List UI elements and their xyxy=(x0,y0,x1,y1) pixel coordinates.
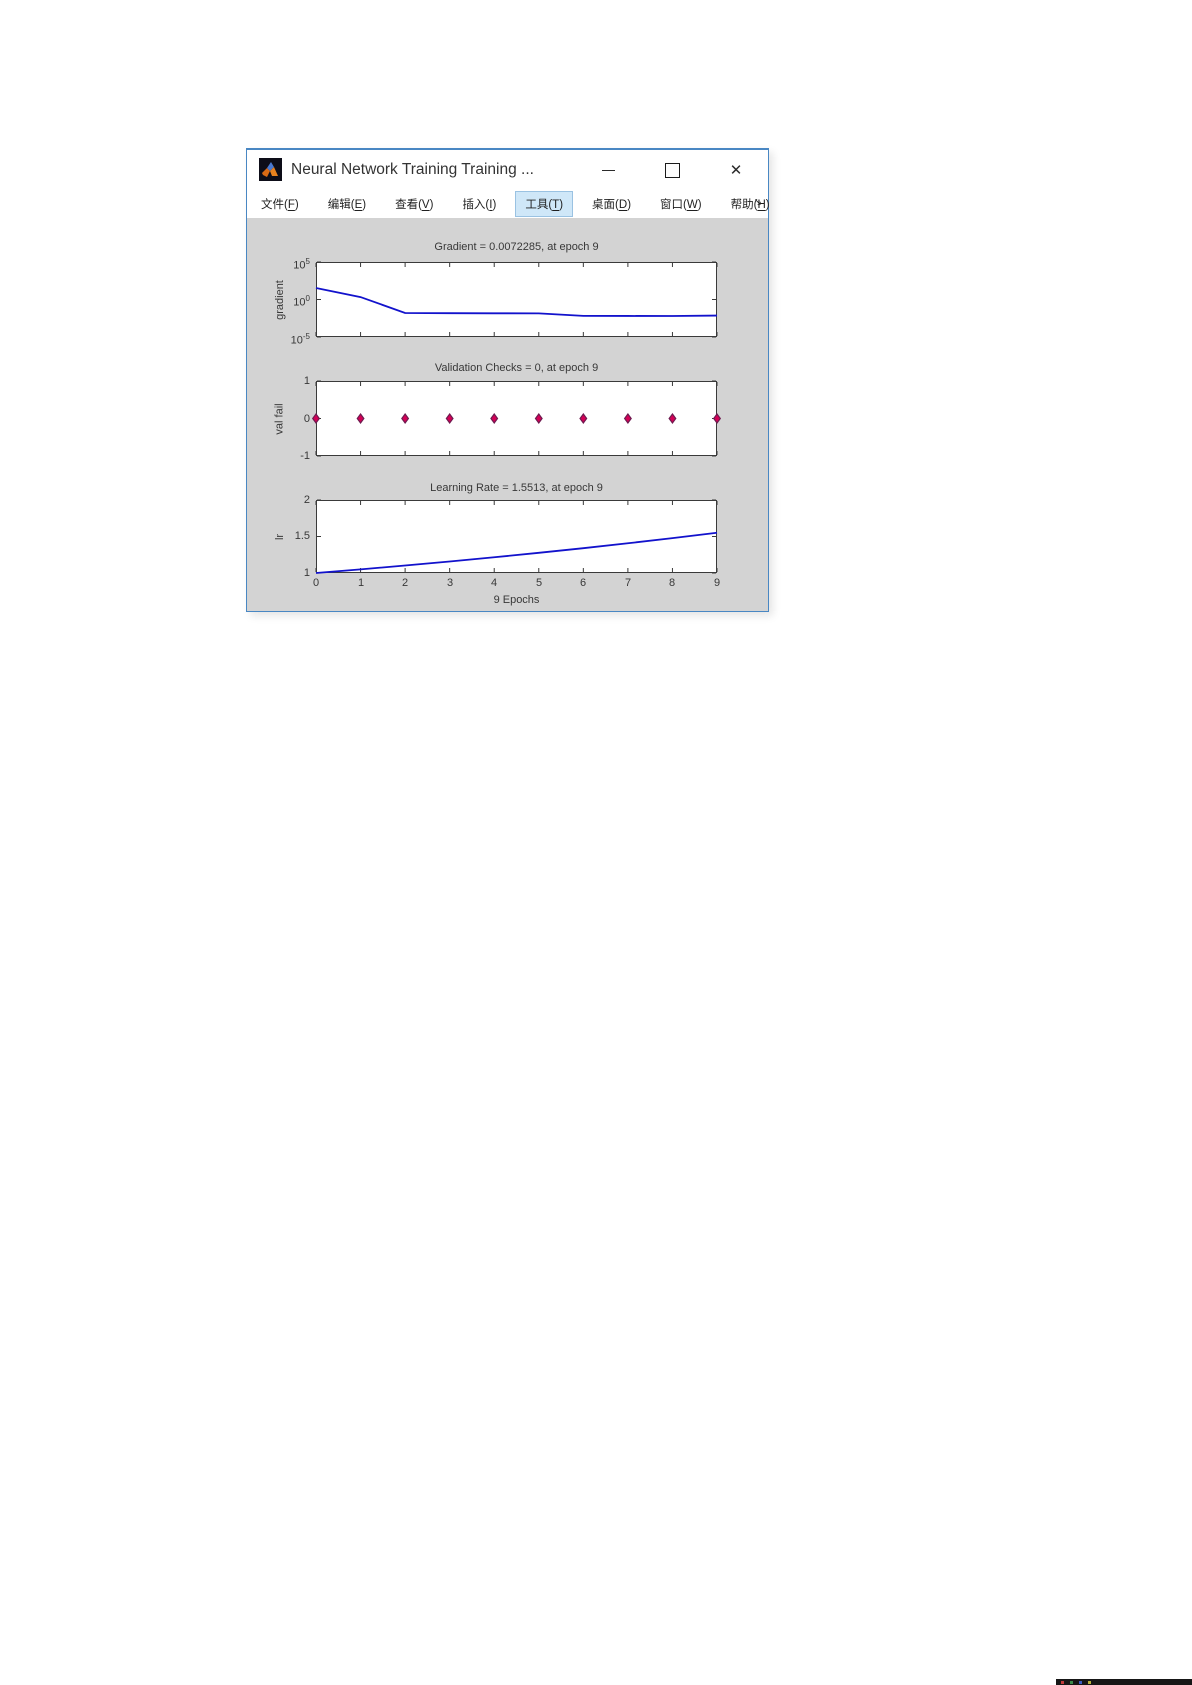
menu-item-file[interactable]: 文件(F) xyxy=(261,199,299,211)
ytick: 0 xyxy=(303,413,310,425)
nn-training-window: Neural Network Training Training ... ✕ 文… xyxy=(246,148,770,612)
lr-plot-title: Learning Rate = 1.5513, at epoch 9 xyxy=(430,482,603,494)
close-icon: ✕ xyxy=(729,161,743,179)
ytick: 1 xyxy=(303,567,310,579)
xtick: 8 xyxy=(668,577,676,589)
caption-buttons: ✕ xyxy=(576,150,768,190)
menu-item-view[interactable]: 查看(V) xyxy=(395,199,434,211)
menubar: 文件(F) 编辑(E) 查看(V) 插入(I) 工具(T) 桌面(D) 窗口(W… xyxy=(247,190,770,218)
xtick: 1 xyxy=(357,577,365,589)
menu-item-insert[interactable]: 插入(I) xyxy=(462,199,497,211)
gradient-plot-title: Gradient = 0.0072285, at epoch 9 xyxy=(434,241,599,253)
watermark-strip xyxy=(1056,1679,1192,1685)
watermark-dot xyxy=(1061,1680,1064,1684)
titlebar: Neural Network Training Training ... ✕ xyxy=(247,150,768,190)
close-button[interactable]: ✕ xyxy=(704,150,768,190)
menu-item-help[interactable]: 帮助(H) xyxy=(730,199,770,211)
x-axis-label: 9 Epochs xyxy=(493,594,540,606)
ytick: -1 xyxy=(300,450,310,462)
ytick: 100 xyxy=(293,294,310,309)
minimize-icon xyxy=(601,169,615,171)
valfail-plot xyxy=(311,380,722,457)
maximize-icon xyxy=(664,162,680,178)
xtick: 2 xyxy=(401,577,409,589)
menu-item-desktop[interactable]: 桌面(D) xyxy=(592,199,632,211)
lr-plot xyxy=(315,499,718,574)
valfail-plot-title: Validation Checks = 0, at epoch 9 xyxy=(434,362,599,374)
maximize-button[interactable] xyxy=(640,150,704,190)
matlab-logo-icon xyxy=(259,158,282,181)
ytick: 2 xyxy=(303,494,310,506)
figure-canvas: Gradient = 0.0072285, at epoch 9 gradien… xyxy=(247,218,768,611)
ytick: 1.5 xyxy=(294,530,310,542)
xtick: 0 xyxy=(312,577,320,589)
ytick: 1 xyxy=(303,375,310,387)
menu-item-tools[interactable]: 工具(T) xyxy=(515,191,574,217)
gradient-plot xyxy=(315,261,718,338)
watermark-dot xyxy=(1079,1680,1082,1684)
xtick: 6 xyxy=(579,577,587,589)
xtick: 3 xyxy=(446,577,454,589)
menu-overflow-icon[interactable]: ↘ xyxy=(753,197,762,208)
ytick: 10-5 xyxy=(290,332,310,347)
ytick: 105 xyxy=(293,257,310,272)
xtick: 7 xyxy=(624,577,632,589)
watermark-dot xyxy=(1088,1680,1091,1684)
xtick: 5 xyxy=(535,577,543,589)
xtick: 9 xyxy=(713,577,721,589)
watermark-dot xyxy=(1070,1680,1073,1684)
window-title: Neural Network Training Training ... xyxy=(291,161,534,178)
menu-item-window[interactable]: 窗口(W) xyxy=(660,199,702,211)
xtick: 4 xyxy=(490,577,498,589)
minimize-button[interactable] xyxy=(576,150,640,190)
menu-item-edit[interactable]: 编辑(E) xyxy=(327,199,367,211)
